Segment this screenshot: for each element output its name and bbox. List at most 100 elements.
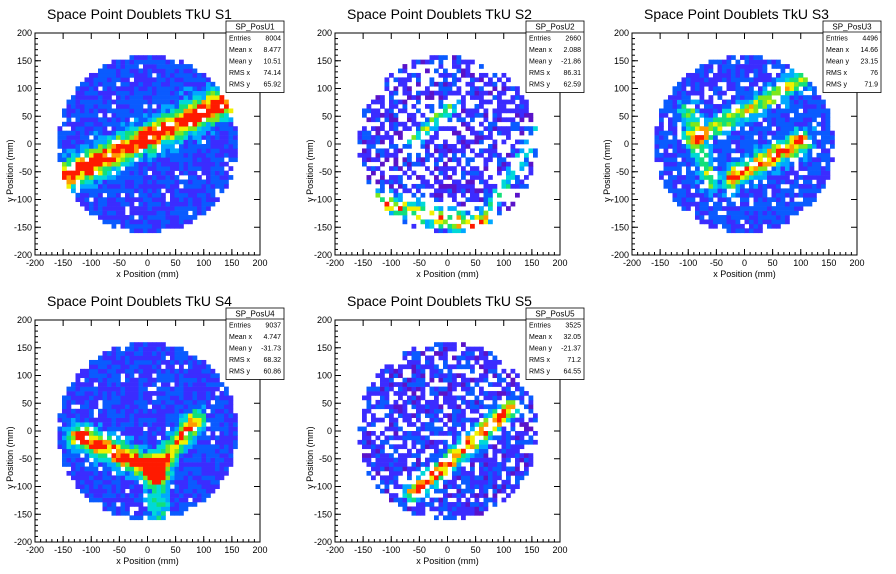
heatmap-cell: [129, 435, 135, 441]
heatmap-cell: [170, 126, 175, 131]
heatmap-cell: [98, 104, 103, 109]
heatmap-cell: [93, 206, 99, 211]
y-axis-title: y Position (mm): [305, 139, 315, 202]
heatmap-cell: [102, 201, 108, 207]
heatmap-cell: [659, 144, 664, 149]
heatmap-cell: [402, 444, 408, 450]
heatmap-cell: [183, 72, 189, 78]
heatmap-cell: [465, 72, 471, 78]
x-tick-label: -200: [623, 258, 641, 268]
heatmap-cell: [129, 170, 135, 176]
heatmap-cell: [812, 126, 817, 131]
heatmap-cell: [143, 395, 148, 401]
heatmap-cell: [479, 139, 484, 145]
heatmap-cell: [98, 386, 103, 392]
heatmap-cell: [174, 210, 180, 216]
heatmap-cell: [134, 391, 139, 396]
heatmap-cell: [89, 77, 94, 83]
heatmap-cell: [713, 210, 718, 216]
heatmap-cell: [447, 175, 453, 180]
heatmap-cell: [75, 121, 81, 127]
heatmap-cell: [192, 377, 198, 383]
heatmap-cell: [201, 210, 207, 216]
heatmap-cell: [704, 144, 709, 149]
heatmap-cell: [380, 121, 385, 127]
heatmap-cell: [84, 144, 90, 149]
heatmap-cell: [125, 470, 130, 476]
heatmap-cell: [753, 188, 759, 194]
heatmap-cell: [402, 90, 408, 96]
heatmap-cell: [107, 497, 112, 503]
heatmap-cell: [695, 175, 700, 180]
heatmap-cell: [380, 99, 385, 105]
heatmap-cell: [654, 157, 660, 163]
heatmap-cell: [84, 431, 90, 436]
heatmap-cell: [120, 510, 126, 516]
heatmap-cell: [138, 497, 144, 503]
heatmap-cell: [201, 368, 207, 374]
heatmap-cell: [89, 493, 94, 498]
heatmap-cell: [366, 157, 372, 163]
heatmap-cell: [447, 112, 453, 118]
heatmap-cell: [102, 377, 108, 383]
heatmap-cell: [771, 117, 777, 123]
heatmap-cell: [762, 90, 768, 96]
heatmap-cell: [753, 99, 759, 105]
heatmap-cell: [389, 112, 394, 118]
heatmap-cell: [129, 183, 135, 189]
heatmap-cell: [93, 497, 99, 503]
heatmap-cell: [219, 431, 225, 436]
heatmap-cell: [147, 448, 153, 454]
heatmap-cell: [425, 126, 430, 131]
heatmap-cell: [224, 386, 229, 392]
heatmap-cell: [188, 148, 193, 154]
heatmap-cell: [515, 86, 520, 92]
heatmap-cell: [197, 201, 202, 207]
heatmap-cell: [753, 210, 759, 216]
heatmap-cell: [120, 161, 126, 167]
heatmap-cell: [120, 368, 126, 374]
heatmap-cell: [492, 72, 498, 78]
heatmap-cell: [102, 215, 108, 220]
heatmap-cell: [134, 104, 139, 109]
heatmap-cell: [143, 479, 148, 485]
heatmap-cell: [402, 408, 408, 414]
heatmap-cell: [147, 157, 153, 163]
heatmap-cell: [201, 188, 207, 194]
heatmap-cell: [125, 368, 130, 374]
heatmap-cell: [134, 368, 139, 374]
heatmap-cell: [197, 139, 202, 145]
heatmap-cell: [192, 373, 198, 379]
heatmap-cell: [456, 86, 462, 92]
heatmap-cell: [713, 157, 718, 163]
heatmap-cell: [210, 426, 216, 432]
heatmap-cell: [75, 470, 81, 476]
heatmap-cell: [147, 439, 153, 445]
heatmap-cell: [398, 395, 403, 401]
heatmap-cell: [165, 77, 171, 83]
heatmap-cell: [71, 470, 76, 476]
heatmap-cell: [803, 148, 808, 154]
heatmap-cell: [479, 206, 484, 211]
heatmap-cell: [197, 417, 202, 423]
heatmap-cell: [125, 439, 130, 445]
heatmap-cell: [84, 86, 90, 92]
heatmap-cell: [93, 99, 99, 105]
heatmap-cell: [210, 175, 216, 180]
heatmap-cell: [780, 210, 786, 216]
heatmap-cell: [668, 144, 673, 149]
heatmap-cell: [179, 391, 184, 396]
heatmap-cell: [483, 108, 489, 114]
heatmap-cell: [147, 346, 153, 352]
heatmap-cell: [816, 157, 822, 163]
heatmap-cell: [111, 391, 117, 396]
heatmap-cell: [201, 161, 207, 167]
heatmap-cell: [156, 86, 162, 92]
heatmap-cell: [138, 373, 144, 379]
heatmap-cell: [197, 368, 202, 374]
heatmap-cell: [474, 77, 480, 83]
heatmap-cell: [89, 130, 94, 136]
heatmap-cell: [393, 417, 399, 423]
heatmap-cell: [179, 484, 184, 490]
heatmap-cell: [771, 166, 777, 171]
